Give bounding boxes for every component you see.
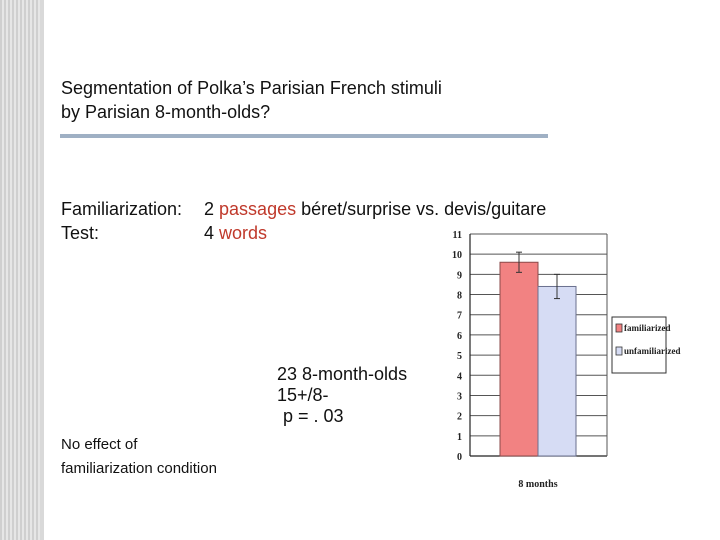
slide-title: Segmentation of Polka’s Parisian French … [61,76,442,124]
y-tick-label: 1 [457,432,462,443]
test-count: 4 [204,223,215,243]
y-tick-label: 2 [457,412,462,423]
test-unit: words [219,223,268,243]
stats-line-2: 15+/8- [277,385,329,405]
note-line-1: No effect of [61,436,138,453]
stats-line-1: 23 8-month-olds [277,364,408,384]
familiarization-items: béret/surprise vs. devis/guitare [301,199,547,219]
y-tick-label: 0 [457,452,462,463]
legend-swatch-unfamiliarized [615,346,623,356]
title-line-1: Segmentation of Polka’s Parisian French … [61,78,442,98]
y-tick-label: 3 [457,391,462,402]
y-tick-label: 10 [452,250,462,261]
procedure-block: Familiarization: 2 passages béret/surpris… [61,197,546,245]
y-tick-label: 11 [453,230,462,241]
familiarization-line: Familiarization: 2 passages béret/surpris… [61,197,546,221]
bar-familiarized [499,261,539,457]
y-tick-label: 4 [457,371,462,382]
test-label: Test: [61,223,100,243]
x-axis-label: 8 months [518,479,557,490]
test-line: Test: 4 words [61,221,546,245]
familiarization-label: Familiarization: [61,199,183,219]
note-line-2: familiarization condition [61,460,217,477]
stats-block: 23 8-month-olds 15+/8- p = . 03 [277,364,407,427]
familiarization-unit: passages [219,199,297,219]
y-tick-label: 6 [457,331,462,342]
title-line-2: by Parisian 8-month-olds? [61,102,271,122]
title-divider [60,134,548,138]
familiarization-count: 2 [204,199,215,219]
decorative-stripe-edge [40,0,44,540]
y-tick-label: 8 [457,291,462,302]
y-tick-label: 7 [457,311,462,322]
y-tick-label: 5 [457,351,462,362]
legend-swatch-familiarized [615,323,623,333]
decorative-stripes [0,0,40,540]
y-tick-label: 9 [457,270,462,281]
legend-label-familiarized: familiarized [624,323,671,333]
bar-unfamiliarized [537,285,577,457]
legend-label-unfamiliarized: unfamiliarized [624,346,681,356]
stats-line-3: p = . 03 [283,406,344,426]
note-block: No effect of familiarization condition [61,433,217,481]
